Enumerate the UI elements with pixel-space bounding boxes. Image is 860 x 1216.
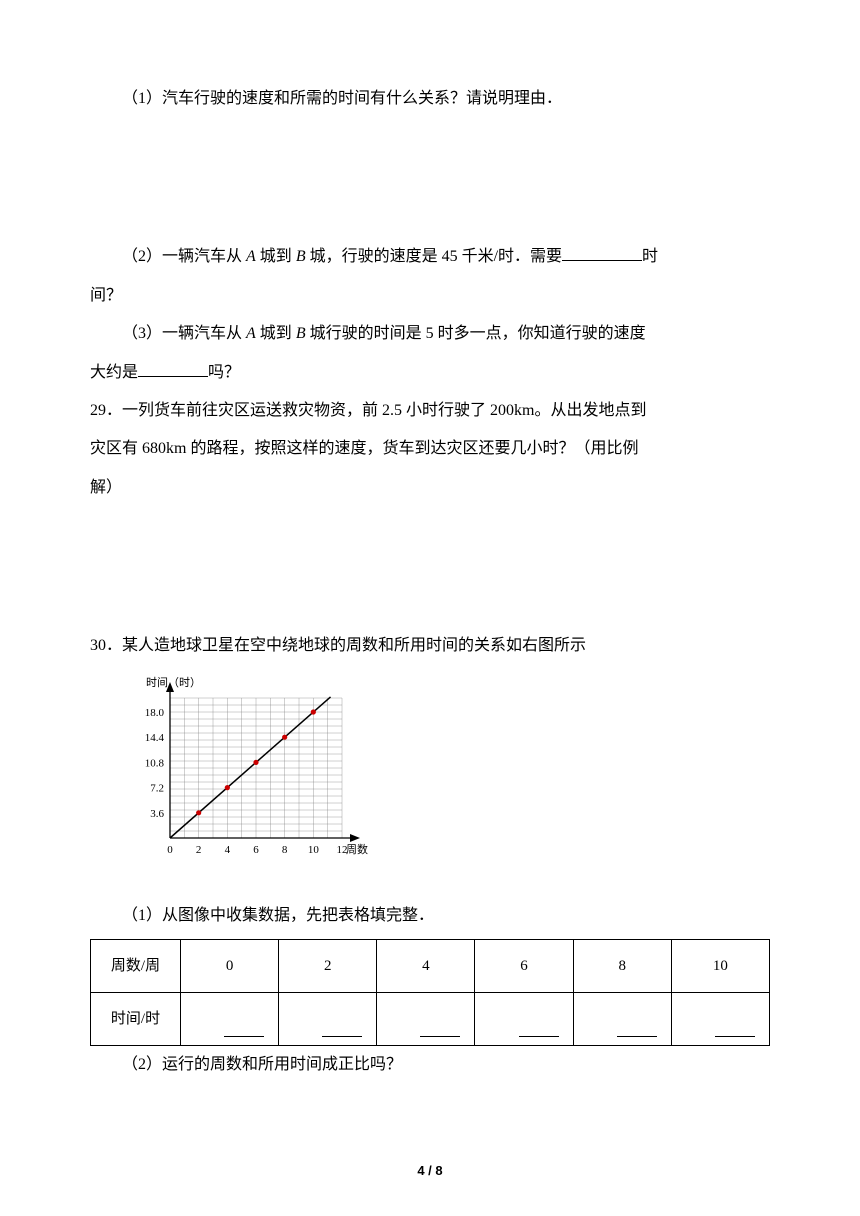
- table-cell: [475, 993, 573, 1046]
- table-cell: [181, 993, 279, 1046]
- table-cell: [671, 993, 769, 1046]
- table-row: 时间/时: [91, 993, 770, 1046]
- spacer: [90, 507, 770, 627]
- text: （3）一辆汽车从: [122, 325, 246, 342]
- blank-input[interactable]: [224, 1024, 264, 1038]
- svg-text:3.6: 3.6: [150, 807, 164, 819]
- blank-input[interactable]: [562, 245, 642, 261]
- svg-text:10.8: 10.8: [145, 757, 165, 769]
- q30-sub2: （2）运行的周数和所用时间成正比吗？: [90, 1046, 770, 1084]
- data-table: 周数/周 0 2 4 6 8 10 时间/时: [90, 939, 770, 1046]
- svg-text:时间（时）: 时间（时）: [146, 676, 201, 689]
- satellite-chart: 3.67.210.814.418.0024681012时间（时）周数: [122, 674, 382, 874]
- table-cell: 4: [377, 940, 475, 993]
- text: 城行驶的时间是 5 时多一点，你知道行驶的速度: [306, 325, 646, 342]
- blank-input[interactable]: [322, 1024, 362, 1038]
- q28-part2-line1: （2）一辆汽车从 A 城到 B 城，行驶的速度是 45 千米/时．需要 时: [90, 238, 770, 276]
- q30-sub1: （1）从图像中收集数据，先把表格填完整．: [90, 897, 770, 935]
- text: 吗？: [208, 364, 240, 381]
- svg-text:2: 2: [196, 844, 202, 856]
- q29-line2: 灾区有 680km 的路程，按照这样的速度，货车到达灾区还要几小时？（用比例: [90, 430, 770, 468]
- text: 时: [642, 248, 658, 265]
- text: （2）一辆汽车从: [122, 248, 246, 265]
- blank-input[interactable]: [715, 1024, 755, 1038]
- q29-line3: 解）: [90, 469, 770, 507]
- text: 城到: [256, 248, 296, 265]
- svg-text:10: 10: [308, 844, 320, 856]
- svg-text:7.2: 7.2: [150, 782, 164, 794]
- text: 大约是: [90, 364, 138, 381]
- table-cell: 6: [475, 940, 573, 993]
- svg-text:4: 4: [225, 844, 231, 856]
- table-cell: 8: [573, 940, 671, 993]
- table-cell: [279, 993, 377, 1046]
- svg-text:0: 0: [167, 844, 173, 856]
- var-b: B: [296, 325, 306, 342]
- blank-input[interactable]: [138, 361, 208, 377]
- var-a: A: [246, 325, 256, 342]
- blank-input[interactable]: [519, 1024, 559, 1038]
- page-number: 4 / 8: [0, 1155, 860, 1186]
- table-cell: [377, 993, 475, 1046]
- table-cell: 10: [671, 940, 769, 993]
- blank-input[interactable]: [617, 1024, 657, 1038]
- text: 城，行驶的速度是 45 千米/时．需要: [306, 248, 562, 265]
- q28-part2-line2: 间？: [90, 277, 770, 315]
- q28-part3-line1: （3）一辆汽车从 A 城到 B 城行驶的时间是 5 时多一点，你知道行驶的速度: [90, 315, 770, 353]
- svg-text:8: 8: [282, 844, 288, 856]
- spacer: [90, 118, 770, 238]
- svg-text:6: 6: [253, 844, 259, 856]
- svg-text:14.4: 14.4: [145, 732, 165, 744]
- text: 城到: [256, 325, 296, 342]
- table-cell: 2: [279, 940, 377, 993]
- table-cell: 周数/周: [91, 940, 181, 993]
- table-cell: 时间/时: [91, 993, 181, 1046]
- table-cell: [573, 993, 671, 1046]
- table-cell: 0: [181, 940, 279, 993]
- var-a: A: [246, 248, 256, 265]
- svg-text:周数: 周数: [346, 843, 368, 856]
- q29-line1: 29．一列货车前往灾区运送救灾物资，前 2.5 小时行驶了 200km。从出发地…: [90, 392, 770, 430]
- var-b: B: [296, 248, 306, 265]
- q30-title: 30．某人造地球卫星在空中绕地球的周数和所用时间的关系如右图所示: [90, 627, 770, 665]
- table-row: 周数/周 0 2 4 6 8 10: [91, 940, 770, 993]
- q28-part1: （1）汽车行驶的速度和所需的时间有什么关系？请说明理由．: [90, 80, 770, 118]
- svg-text:18.0: 18.0: [145, 707, 165, 719]
- blank-input[interactable]: [420, 1024, 460, 1038]
- q28-part3-line2: 大约是 吗？: [90, 354, 770, 392]
- chart-container: 3.67.210.814.418.0024681012时间（时）周数: [122, 674, 770, 889]
